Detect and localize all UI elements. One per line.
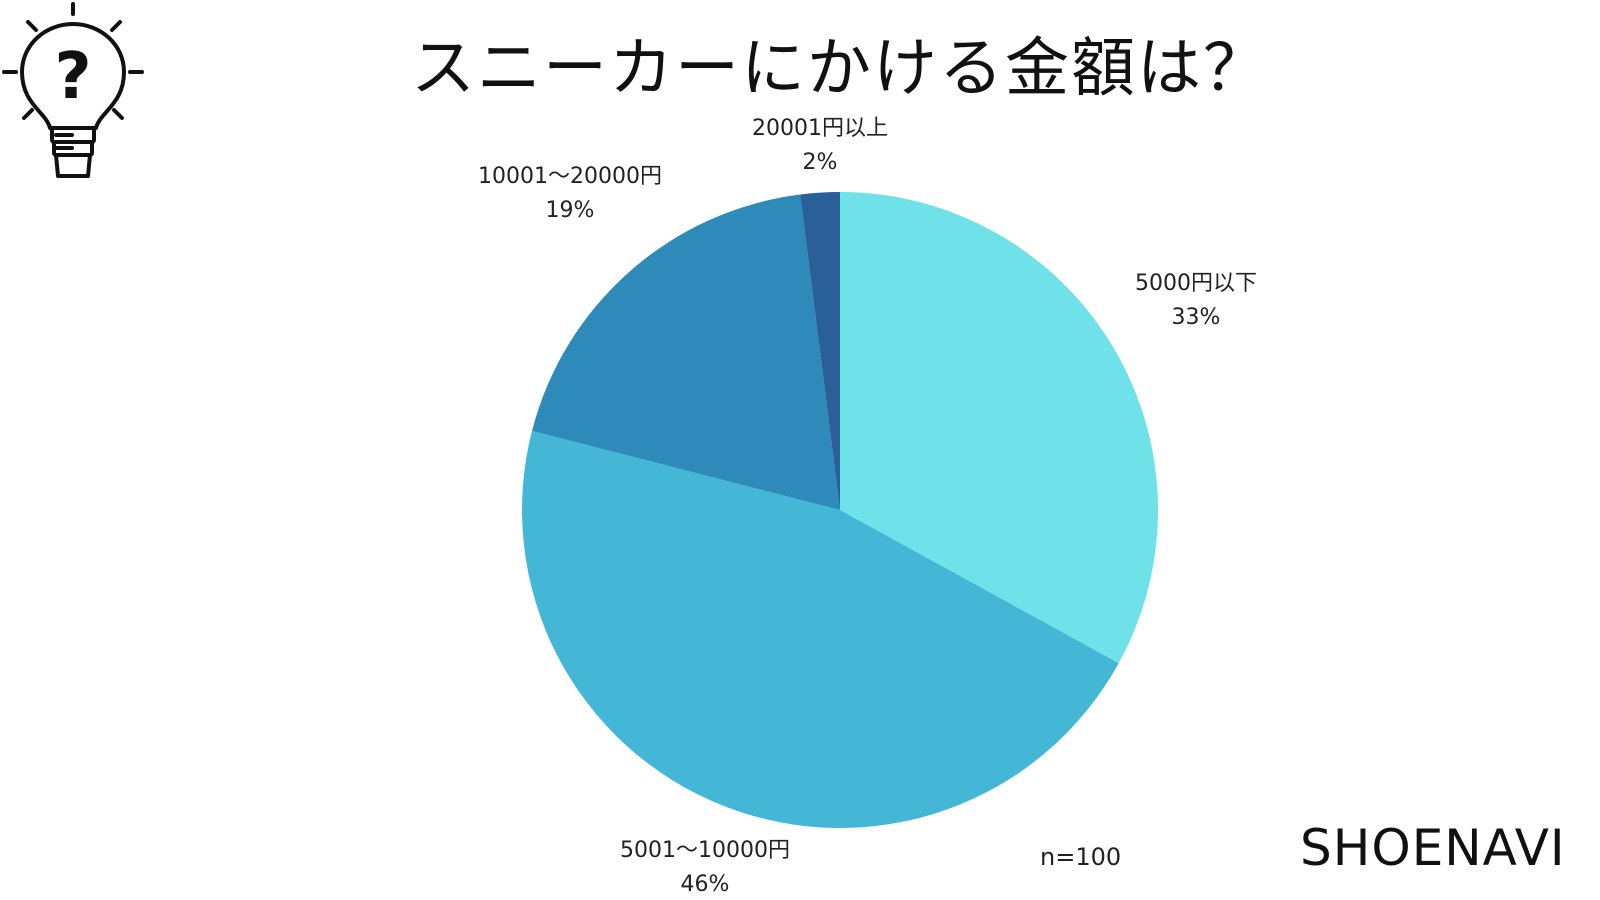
slice-category-label: 20001円以上 xyxy=(752,116,888,141)
pie-slice xyxy=(800,192,840,510)
slice-category-label: 5000円以下 xyxy=(1135,271,1257,296)
slice-value-label: 33% xyxy=(1172,305,1221,330)
pie-slice xyxy=(840,192,1158,664)
sample-size-label: n=100 xyxy=(1040,843,1122,871)
slice-value-label: 19% xyxy=(546,198,595,223)
slice-category-label: 5001〜10000円 xyxy=(620,838,790,863)
chart-title: スニーカーにかける金額は？ xyxy=(411,32,1269,106)
pie-slice xyxy=(531,194,840,511)
svg-text:?: ? xyxy=(54,40,91,114)
slice-category-label: 10001〜20000円 xyxy=(478,164,662,189)
slice-value-label: 2% xyxy=(803,150,838,175)
lightbulb-question-icon: ? xyxy=(0,0,150,190)
slice-value-label: 46% xyxy=(681,872,730,897)
brand-logo: SHOENAVI xyxy=(1300,819,1566,877)
pie-slice xyxy=(522,430,1119,828)
